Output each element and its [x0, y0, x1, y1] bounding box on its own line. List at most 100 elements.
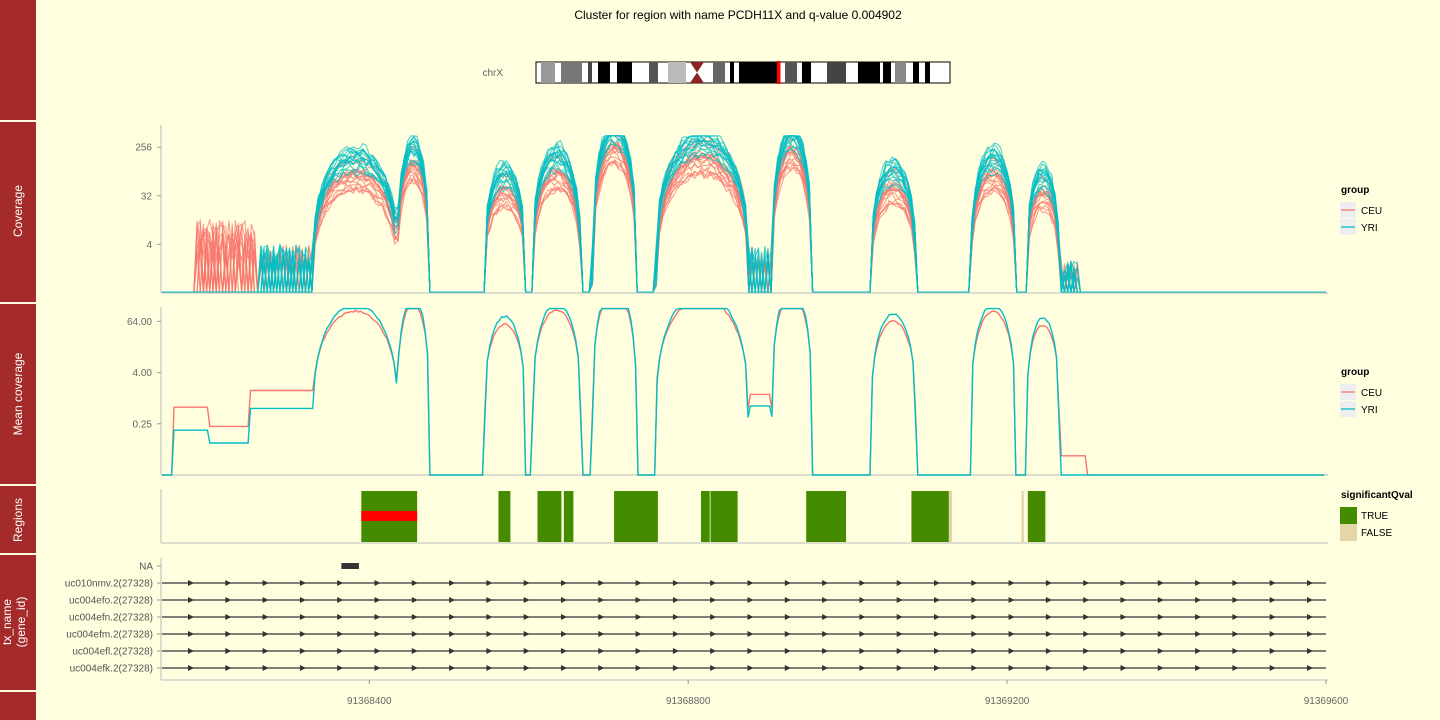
strand-arrow-icon — [1232, 665, 1239, 671]
strand-arrow-icon — [486, 597, 493, 603]
strand-arrow-icon — [1195, 580, 1202, 586]
coverage-lines — [162, 135, 1326, 293]
strand-arrow-icon — [784, 614, 791, 620]
strand-arrow-icon — [449, 665, 456, 671]
strip-label-2: Mean coverage — [11, 352, 25, 435]
strand-arrow-icon — [1083, 631, 1090, 637]
strand-arrow-icon — [561, 580, 567, 586]
strand-arrow-icon — [1120, 648, 1127, 654]
strand-arrow-icon — [299, 665, 306, 671]
strand-arrow-icon — [262, 614, 269, 620]
coverage-legend-label: YRI — [1361, 223, 1378, 234]
strand-arrow-icon — [1269, 648, 1276, 654]
strand-arrow-icon — [523, 648, 530, 654]
strand-arrow-icon — [971, 580, 978, 586]
strand-arrow-icon — [598, 665, 605, 671]
chrom-label: chrX — [482, 68, 503, 79]
mean-line-yri — [162, 307, 1325, 476]
strand-arrow-icon — [1008, 614, 1015, 620]
region-highlight — [361, 511, 418, 521]
strand-arrow-icon — [1307, 597, 1313, 603]
region-bar — [614, 491, 658, 542]
strand-arrow-icon — [896, 665, 903, 671]
strand-arrow-icon — [486, 648, 493, 654]
strand-arrow-icon — [374, 648, 381, 654]
strand-arrow-icon — [1307, 580, 1313, 586]
strip-0 — [0, 0, 36, 120]
strand-arrow-icon — [934, 580, 940, 586]
strand-arrow-icon — [225, 614, 232, 620]
ideogram-band — [713, 62, 725, 83]
strand-arrow-icon — [635, 665, 642, 671]
na-segment — [341, 563, 359, 569]
coverage-legend-label: CEU — [1361, 206, 1382, 217]
strand-arrow-icon — [449, 648, 456, 654]
strand-arrow-icon — [188, 614, 194, 620]
strand-arrow-icon — [822, 597, 829, 603]
regions-legend-label: TRUE — [1361, 511, 1389, 522]
region-bar — [563, 491, 574, 542]
strip-label-4-line: tx_name — [0, 599, 14, 645]
strip-1 — [0, 122, 36, 302]
strand-arrow-icon — [859, 631, 866, 637]
ideogram-band — [925, 62, 930, 83]
strand-arrow-icon — [1120, 631, 1127, 637]
ideogram-band — [895, 62, 906, 83]
strand-arrow-icon — [225, 631, 232, 637]
strand-arrow-icon — [225, 665, 232, 671]
strand-arrow-icon — [1045, 580, 1052, 586]
mean-legend-title: group — [1341, 367, 1369, 378]
tx-label: uc004efn.2(27328) — [69, 613, 153, 624]
strand-arrow-icon — [1232, 648, 1239, 654]
strand-arrow-icon — [262, 597, 269, 603]
strand-arrow-icon — [896, 648, 903, 654]
strand-arrow-icon — [672, 665, 679, 671]
strip-5 — [0, 692, 36, 720]
strand-arrow-icon — [1307, 631, 1313, 637]
tx-label: uc004efk.2(27328) — [70, 664, 153, 675]
strand-arrow-icon — [934, 665, 940, 671]
strand-arrow-icon — [1232, 597, 1239, 603]
strand-arrow-icon — [635, 597, 642, 603]
strand-arrow-icon — [1120, 597, 1127, 603]
strand-arrow-icon — [934, 631, 940, 637]
region-bar — [806, 491, 847, 542]
strand-arrow-icon — [747, 648, 754, 654]
strand-arrow-icon — [411, 614, 418, 620]
strand-arrow-icon — [262, 580, 269, 586]
strand-arrow-icon — [896, 580, 903, 586]
strand-arrow-icon — [784, 580, 791, 586]
mean-lines — [162, 307, 1325, 476]
strand-arrow-icon — [337, 614, 344, 620]
mean-y-tick-label: 4.00 — [133, 368, 153, 379]
strand-arrow-icon — [449, 597, 456, 603]
strand-arrow-icon — [1157, 597, 1164, 603]
strand-arrow-icon — [822, 614, 829, 620]
strand-arrow-icon — [337, 648, 344, 654]
strand-arrow-icon — [1195, 597, 1202, 603]
tx-label: uc004efm.2(27328) — [66, 630, 153, 641]
strand-arrow-icon — [934, 614, 940, 620]
strand-arrow-icon — [822, 631, 829, 637]
ideogram-band — [561, 62, 582, 83]
strand-arrow-icon — [1157, 665, 1164, 671]
strand-arrow-icon — [1269, 631, 1276, 637]
coverage-line-yri — [162, 135, 1326, 293]
strand-arrow-icon — [710, 597, 717, 603]
strand-arrow-icon — [1120, 614, 1127, 620]
chart-title: Cluster for region with name PCDH11X and… — [574, 8, 902, 22]
strand-arrow-icon — [1008, 597, 1015, 603]
ideogram-band — [668, 62, 686, 83]
strand-arrow-icon — [523, 597, 530, 603]
strand-arrow-icon — [710, 631, 717, 637]
strand-arrow-icon — [859, 614, 866, 620]
strand-arrow-icon — [672, 597, 679, 603]
strand-arrow-icon — [561, 597, 567, 603]
region-bar — [710, 491, 738, 542]
regions-legend-swatch — [1340, 507, 1357, 524]
strand-arrow-icon — [1307, 614, 1313, 620]
ideogram-band — [730, 62, 734, 83]
ideogram-band — [649, 62, 658, 83]
strand-arrow-icon — [1083, 580, 1090, 586]
